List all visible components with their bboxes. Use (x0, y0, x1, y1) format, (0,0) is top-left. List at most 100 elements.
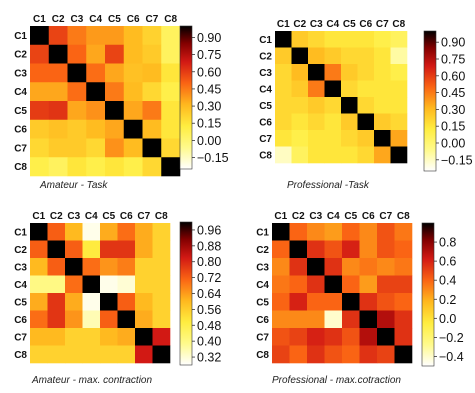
heatmap-cell (135, 275, 153, 294)
heatmap-cell (324, 345, 343, 364)
colorbar-tick-label: −0.4 (439, 350, 464, 364)
heatmap-cell (275, 97, 292, 114)
heatmap-cell (307, 223, 325, 241)
heatmap-cell (374, 64, 391, 81)
heatmap-cell (161, 119, 181, 139)
row-label: C3 (14, 68, 27, 79)
heatmap-cell (65, 328, 83, 346)
heatmap-cell (48, 157, 68, 177)
heatmap-cell (324, 240, 343, 259)
heatmap-cell (357, 47, 375, 65)
heatmap-cell (307, 275, 325, 294)
column-label: C4 (89, 14, 102, 25)
heatmap-cell (100, 240, 118, 259)
heatmap-cell (377, 275, 395, 294)
row-label: C4 (256, 280, 269, 291)
heatmap-cell (272, 240, 290, 259)
heatmap-cell (67, 82, 87, 102)
heatmap-cell (291, 130, 309, 147)
heatmap-cell (67, 26, 87, 46)
column-label: C1 (32, 211, 45, 222)
column-label: C7 (137, 211, 150, 222)
heatmap-cell (374, 130, 391, 147)
heatmap-cell (377, 240, 395, 259)
heatmap-cell (307, 328, 325, 346)
row-label: C5 (14, 106, 27, 117)
heatmap-cell (47, 293, 66, 311)
column-label: C2 (52, 14, 65, 25)
heatmap-cell (289, 345, 308, 364)
column-label: C5 (343, 19, 356, 30)
heatmap-cell (272, 310, 290, 329)
heatmap-cell (359, 258, 378, 276)
heatmap-cell (324, 328, 343, 346)
heatmap-cell (86, 138, 106, 158)
heatmap-cell (275, 146, 292, 164)
column-label: C7 (376, 19, 389, 30)
heatmap-cell (357, 130, 375, 147)
heatmap-cell (105, 157, 125, 177)
heatmap-cell (82, 223, 101, 241)
heatmap-cell (377, 223, 395, 241)
row-label: C3 (259, 68, 272, 79)
heatmap-cell (123, 157, 143, 177)
colorbar-tick-label: 0.4 (439, 274, 456, 288)
heatmap-cell (291, 97, 309, 114)
heatmap-cell (67, 101, 87, 121)
column-label: C6 (120, 211, 133, 222)
column-label: C1 (274, 211, 287, 222)
row-label: C7 (256, 332, 269, 343)
heatmap-cell (394, 310, 413, 329)
panel-caption: Amateur - Task (39, 180, 108, 191)
heatmap-cell (48, 138, 68, 158)
row-label: C8 (14, 350, 27, 361)
heatmap-cell (142, 119, 162, 139)
heatmap-cell (123, 63, 143, 83)
heatmap-cell (291, 64, 309, 81)
heatmap-cell (341, 97, 358, 114)
heatmap-cell (30, 138, 50, 158)
heatmap-cell (152, 293, 171, 311)
heatmap-cell (324, 293, 343, 311)
heatmap-cell (30, 223, 48, 241)
row-label: C4 (14, 280, 27, 291)
heatmap-cell (142, 63, 162, 83)
heatmap-cell (67, 44, 87, 64)
colorbar-tick-label: 0.00 (197, 134, 221, 148)
heatmap-cell (152, 275, 171, 294)
heatmap-cell (291, 47, 309, 65)
colorbar-tick-label: 0.96 (197, 223, 221, 237)
heatmap-cell (47, 310, 66, 329)
heatmap-cell (30, 240, 48, 259)
heatmap-cell (135, 240, 153, 259)
heatmap-cell (161, 26, 181, 46)
column-label: C5 (102, 211, 115, 222)
heatmap-cell (342, 293, 360, 311)
column-label: C3 (70, 14, 83, 25)
heatmap-cell (324, 31, 342, 48)
colorbar-tick-label: 0.64 (197, 287, 221, 301)
heatmap-cell (324, 223, 343, 241)
heatmap-cell (324, 275, 343, 294)
heatmap-cell (342, 275, 360, 294)
heatmap-cell (359, 240, 378, 259)
heatmap-cell (357, 97, 375, 114)
heatmap-cell (341, 47, 358, 65)
heatmap-cell (289, 223, 308, 241)
column-label: C6 (127, 14, 140, 25)
heatmap-cell (357, 113, 375, 131)
row-label: C3 (14, 262, 27, 273)
heatmap-cell (135, 223, 153, 241)
heatmap-cell (100, 328, 118, 346)
heatmap-cell (291, 80, 309, 98)
heatmap-cell (105, 82, 125, 102)
column-label: C2 (50, 211, 63, 222)
heatmap-panel-2: C1 C2 C3 C4 C5 C6 C7 C8C1C2C3C4C5C6C7C80.900.75… (259, 19, 472, 191)
heatmap-cell (272, 258, 290, 276)
heatmap-cell (48, 82, 68, 102)
heatmap-cell (289, 310, 308, 329)
heatmap-cell (272, 293, 290, 311)
heatmap-cell (390, 47, 408, 65)
colorbar (179, 25, 193, 170)
row-label: C7 (259, 134, 272, 145)
